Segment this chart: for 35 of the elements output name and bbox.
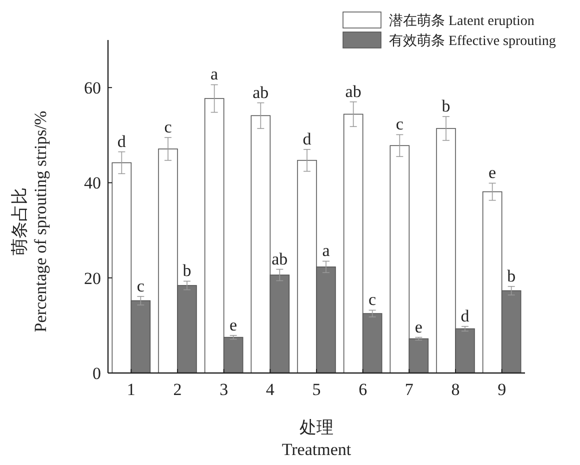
data-label: c (164, 118, 172, 137)
x-tick-label: 7 (404, 380, 414, 399)
x-tick-label: 6 (358, 380, 368, 399)
data-label: e (414, 317, 422, 336)
data-label: c (396, 114, 404, 134)
data-label: b (442, 96, 450, 116)
data-label: e (230, 315, 238, 334)
x-tick-label: 5 (312, 380, 321, 399)
data-label: a (322, 241, 330, 260)
x-tick-label: 9 (498, 380, 506, 399)
y-axis-title: 萌条占比 Percentage of sprouting strips/% (10, 110, 50, 332)
data-label: d (460, 306, 470, 326)
x-tick-label: 4 (266, 380, 275, 399)
y-tick-label: 0 (92, 364, 101, 383)
data-label: ab (272, 249, 288, 268)
data-label: b (182, 261, 192, 280)
x-tick-label: 2 (173, 380, 182, 399)
legend-label: 有效萌条 Effective sprouting (389, 33, 556, 49)
x-tick-label: 1 (126, 380, 136, 399)
data-label: a (210, 64, 219, 84)
data-label: d (117, 132, 126, 151)
x-tick-label: 3 (220, 380, 228, 399)
data-label: c (368, 290, 377, 310)
y-tick-label: 40 (84, 174, 101, 193)
data-label: ab (345, 82, 362, 101)
y-tick-label: 20 (84, 268, 101, 288)
data-label: c (136, 276, 145, 296)
data-label: d (302, 129, 312, 148)
data-label: b (507, 266, 516, 286)
x-tick-label: 8 (451, 380, 460, 399)
data-label: e (488, 163, 496, 182)
y-tick-label: 60 (84, 78, 101, 98)
data-label: ab (252, 82, 269, 102)
x-axis-title: 处理 Treatment (282, 418, 352, 459)
legend-label: 潜在萌条 Latent eruption (389, 13, 534, 29)
